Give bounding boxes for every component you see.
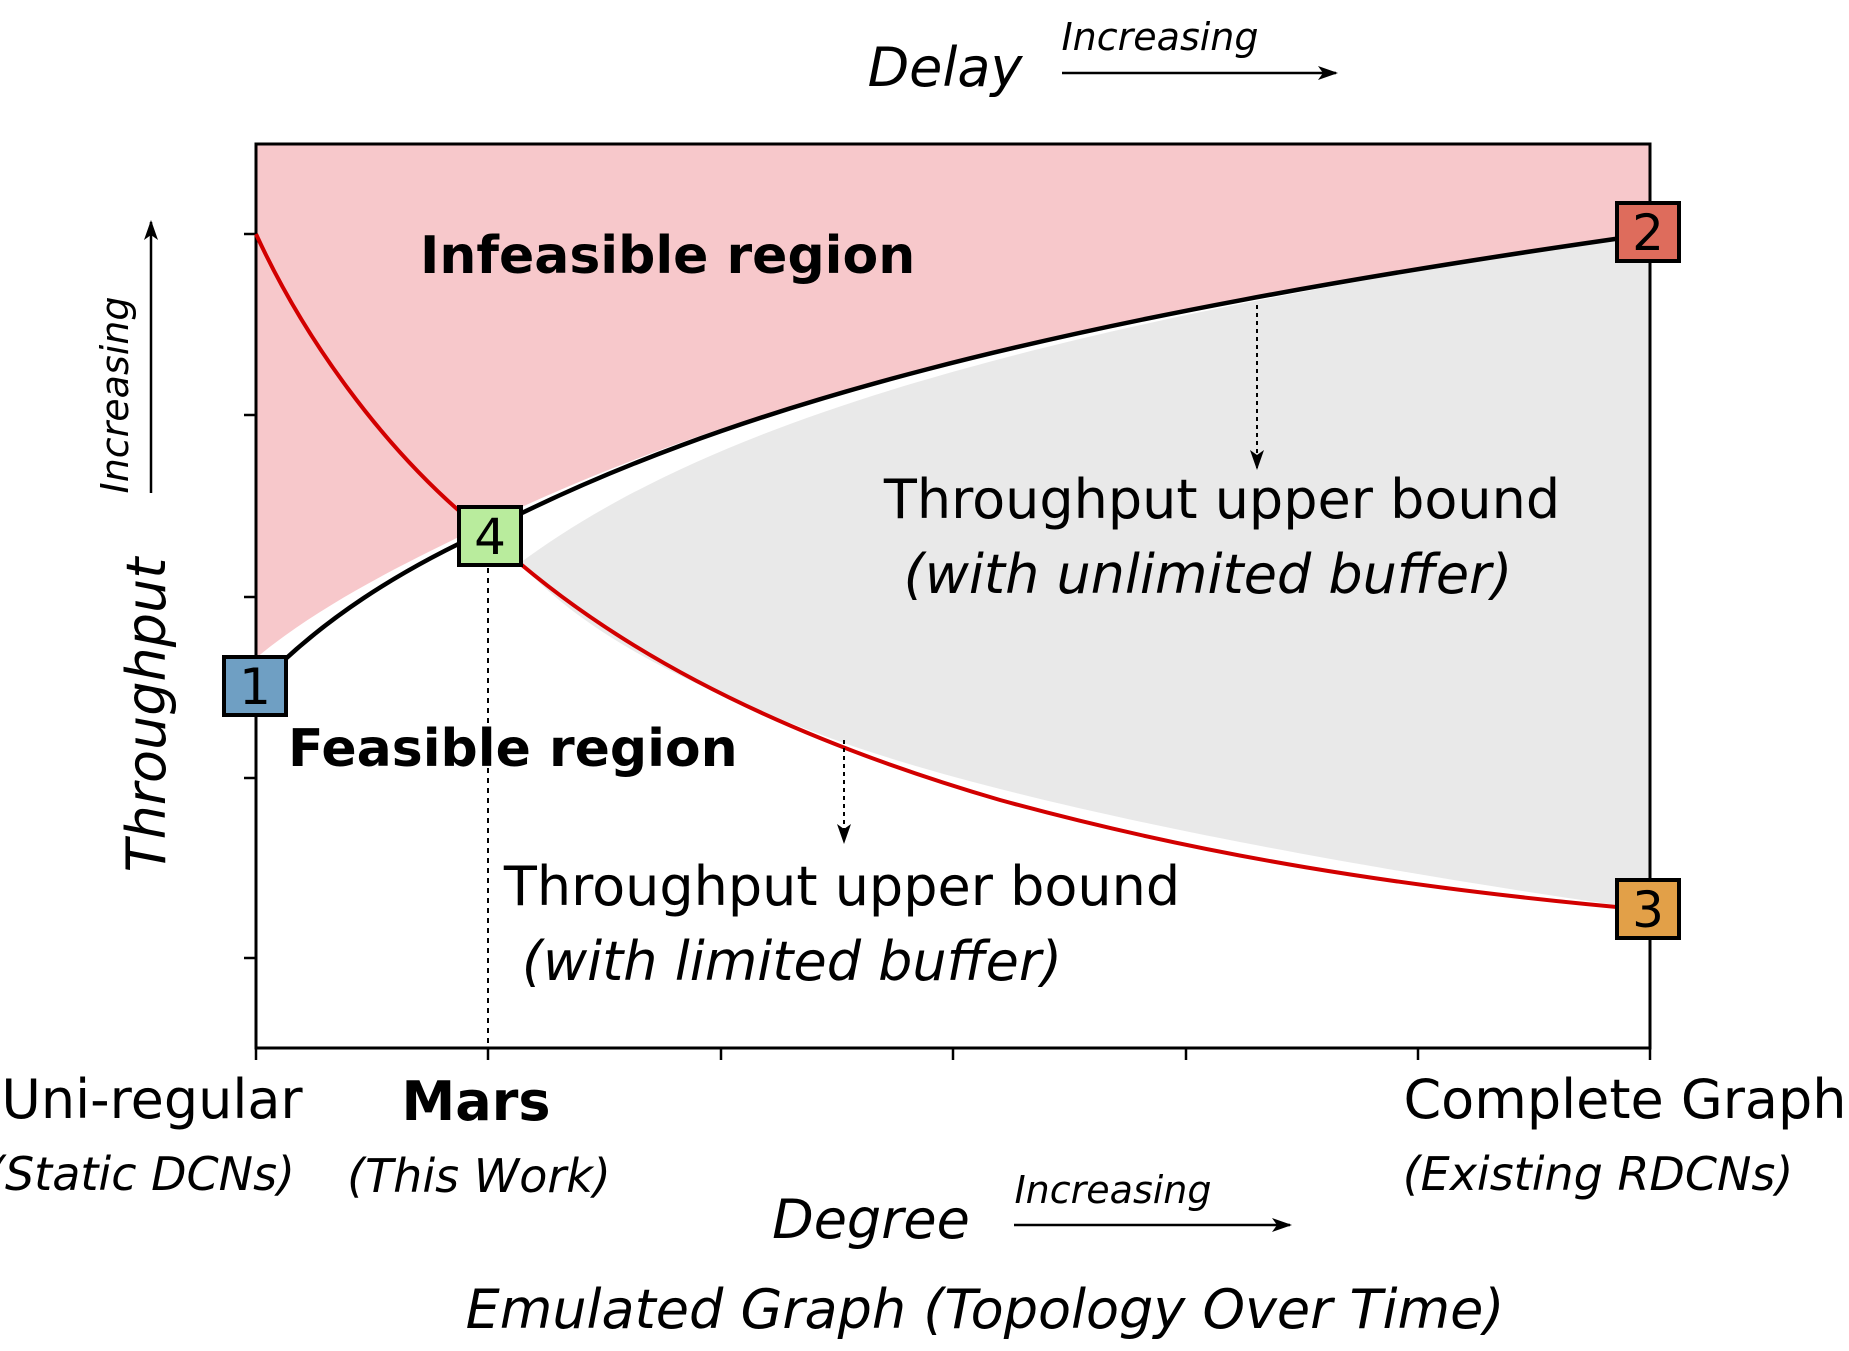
mars-sub: (This Work) <box>347 1149 611 1203</box>
marker-1: 1 <box>222 655 288 717</box>
unlimited-bound-sub: (with unlimited buffer) <box>904 543 1513 606</box>
svg-text:4: 4 <box>474 508 506 566</box>
marker-2: 2 <box>1615 201 1681 263</box>
complete-graph-sub: (Existing RDCNs) <box>1403 1147 1794 1201</box>
complete-graph-label: Complete Graph <box>1403 1068 1846 1131</box>
feasible-region-label: Feasible region <box>288 719 738 779</box>
unlimited-bound-title: Throughput upper bound <box>883 468 1560 531</box>
y-axis-ticks <box>244 232 256 960</box>
svg-text:2: 2 <box>1632 204 1664 262</box>
marker-4: 4 <box>457 505 523 567</box>
mars-label: Mars <box>402 1070 551 1133</box>
throughput-increasing-label: Increasing <box>93 296 137 493</box>
buffer-gap-area <box>520 234 1650 910</box>
x-axis-ticks <box>254 1048 1652 1060</box>
uni-regular-sub: (Static DCNs) <box>0 1147 295 1201</box>
marker-3: 3 <box>1615 878 1681 940</box>
infeasible-region-label: Infeasible region <box>420 226 915 286</box>
degree-increasing-label: Increasing <box>1014 1168 1211 1212</box>
limited-bound-title: Throughput upper bound <box>503 855 1180 918</box>
unlimited-buffer-curve <box>254 231 1651 690</box>
limited-bound-sub: (with limited buffer) <box>522 930 1062 993</box>
uni-regular-label: Uni-regular <box>1 1068 303 1131</box>
svg-text:3: 3 <box>1632 881 1664 939</box>
limited-buffer-curve <box>254 233 1651 912</box>
delay-axis-label: Delay <box>868 36 1024 99</box>
emulated-graph-caption: Emulated Graph (Topology Over Time) <box>466 1278 1505 1341</box>
delay-increasing-label: Increasing <box>1061 15 1258 59</box>
degree-axis-label: Degree <box>772 1188 970 1251</box>
throughput-axis-label: Throughput <box>115 556 178 873</box>
svg-text:1: 1 <box>239 658 271 716</box>
